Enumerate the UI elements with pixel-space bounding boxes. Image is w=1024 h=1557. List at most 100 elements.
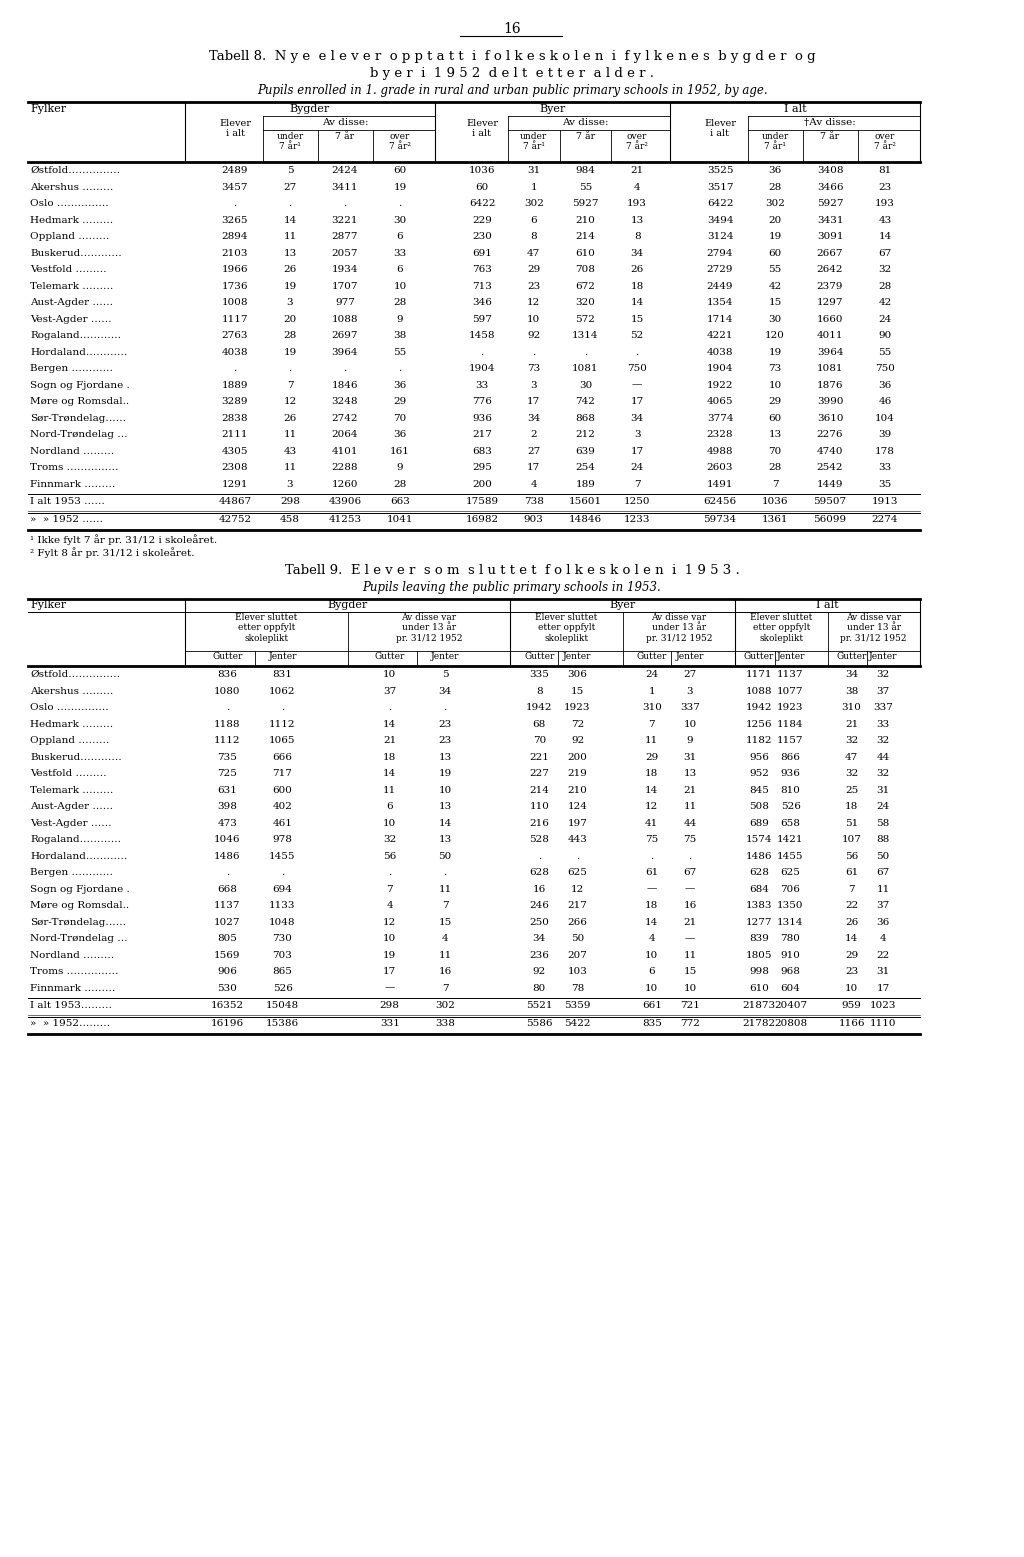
Text: 12: 12 — [284, 397, 297, 406]
Text: 250: 250 — [529, 917, 549, 926]
Text: Troms ……………: Troms …………… — [30, 967, 119, 976]
Text: 55: 55 — [879, 347, 892, 357]
Text: 936: 936 — [472, 414, 492, 422]
Text: 28: 28 — [393, 297, 407, 307]
Text: 398: 398 — [217, 802, 238, 811]
Text: 80: 80 — [532, 984, 546, 992]
Text: 29: 29 — [845, 950, 858, 959]
Text: 1171: 1171 — [745, 670, 772, 679]
Text: 298: 298 — [280, 497, 300, 506]
Text: 27: 27 — [527, 447, 541, 456]
Text: 61: 61 — [645, 867, 658, 877]
Text: 27: 27 — [284, 182, 297, 192]
Text: 3248: 3248 — [332, 397, 358, 406]
Text: 34: 34 — [631, 249, 644, 257]
Text: 835: 835 — [642, 1018, 662, 1028]
Text: 7: 7 — [441, 902, 449, 909]
Text: 75: 75 — [683, 835, 696, 844]
Text: 750: 750 — [627, 364, 647, 374]
Text: 320: 320 — [575, 297, 595, 307]
Text: Gutter: Gutter — [212, 652, 243, 662]
Text: 4038: 4038 — [222, 347, 248, 357]
Text: 1876: 1876 — [817, 380, 843, 389]
Text: 1846: 1846 — [332, 380, 358, 389]
Text: 10: 10 — [383, 934, 396, 944]
Text: .: . — [650, 852, 653, 861]
Text: 32: 32 — [845, 736, 858, 744]
Text: 16: 16 — [503, 22, 521, 36]
Text: Jenter: Jenter — [431, 652, 459, 662]
Text: 7 år: 7 år — [575, 132, 595, 142]
Text: 5521: 5521 — [526, 1001, 553, 1010]
Text: 725: 725 — [217, 769, 238, 778]
Text: 4221: 4221 — [707, 332, 733, 339]
Text: 1088: 1088 — [332, 315, 358, 324]
Text: 703: 703 — [272, 950, 293, 959]
Text: 6: 6 — [530, 215, 537, 224]
Text: 212: 212 — [575, 430, 595, 439]
Text: .: . — [281, 867, 284, 877]
Text: 666: 666 — [272, 752, 293, 761]
Text: 1805: 1805 — [745, 950, 772, 959]
Text: 346: 346 — [472, 297, 492, 307]
Text: 62456: 62456 — [703, 497, 736, 506]
Text: 1117: 1117 — [222, 315, 248, 324]
Text: —: — — [685, 934, 695, 944]
Text: Oslo ……………: Oslo …………… — [30, 704, 109, 712]
Text: Telemark ………: Telemark ……… — [30, 282, 114, 291]
Text: 50: 50 — [877, 852, 890, 861]
Text: 46: 46 — [879, 397, 892, 406]
Text: 32: 32 — [877, 769, 890, 778]
Text: 3431: 3431 — [817, 215, 843, 224]
Text: 14: 14 — [645, 785, 658, 794]
Text: 1110: 1110 — [869, 1018, 896, 1028]
Text: 20: 20 — [768, 215, 781, 224]
Text: .: . — [584, 347, 587, 357]
Text: Østfold……………: Østfold…………… — [30, 670, 120, 679]
Text: 628: 628 — [750, 867, 769, 877]
Text: Pupils leaving the public primary schools in 1953.: Pupils leaving the public primary school… — [362, 581, 662, 595]
Text: .: . — [289, 199, 292, 209]
Text: 11: 11 — [383, 785, 396, 794]
Text: 5359: 5359 — [564, 1001, 591, 1010]
Text: 11: 11 — [284, 232, 297, 241]
Text: Elever sluttet
etter oppfylt
skoleplikt: Elever sluttet etter oppfylt skoleplikt — [236, 613, 297, 643]
Text: 207: 207 — [567, 950, 588, 959]
Text: 3265: 3265 — [222, 215, 248, 224]
Text: 1350: 1350 — [777, 902, 804, 909]
Text: Av disse var
under 13 år
pr. 31/12 1952: Av disse var under 13 år pr. 31/12 1952 — [841, 613, 907, 643]
Text: 19: 19 — [284, 347, 297, 357]
Text: 178: 178 — [876, 447, 895, 456]
Text: 12: 12 — [383, 917, 396, 926]
Text: 56: 56 — [845, 852, 858, 861]
Text: 1: 1 — [648, 687, 655, 696]
Text: 302: 302 — [765, 199, 785, 209]
Text: 2642: 2642 — [817, 265, 843, 274]
Text: 36: 36 — [879, 380, 892, 389]
Text: 2057: 2057 — [332, 249, 358, 257]
Text: Av disse var
under 13 år
pr. 31/12 1952: Av disse var under 13 år pr. 31/12 1952 — [395, 613, 462, 643]
Text: 2: 2 — [530, 430, 537, 439]
Text: .: . — [289, 364, 292, 374]
Text: 22: 22 — [877, 950, 890, 959]
Text: 17: 17 — [877, 984, 890, 992]
Text: 310: 310 — [842, 704, 861, 712]
Text: 17: 17 — [383, 967, 396, 976]
Text: 15048: 15048 — [266, 1001, 299, 1010]
Text: 110: 110 — [529, 802, 549, 811]
Text: b y e r  i  1 9 5 2  d e l t  e t t e r  a l d e r .: b y e r i 1 9 5 2 d e l t e t t e r a l … — [370, 67, 654, 79]
Text: 839: 839 — [750, 934, 769, 944]
Text: I alt 1953 ……: I alt 1953 …… — [30, 497, 104, 506]
Text: 44: 44 — [877, 752, 890, 761]
Text: 780: 780 — [780, 934, 801, 944]
Text: †Av disse:: †Av disse: — [804, 118, 856, 128]
Text: .: . — [233, 199, 237, 209]
Text: 21: 21 — [845, 719, 858, 729]
Text: —: — — [385, 984, 395, 992]
Text: 805: 805 — [217, 934, 238, 944]
Text: ¹ Ikke fylt 7 år pr. 31/12 i skoleåret.: ¹ Ikke fylt 7 år pr. 31/12 i skoleåret. — [30, 534, 217, 545]
Text: Bergen …………: Bergen ………… — [30, 364, 113, 374]
Text: 625: 625 — [780, 867, 801, 877]
Text: 717: 717 — [272, 769, 293, 778]
Text: 37: 37 — [383, 687, 396, 696]
